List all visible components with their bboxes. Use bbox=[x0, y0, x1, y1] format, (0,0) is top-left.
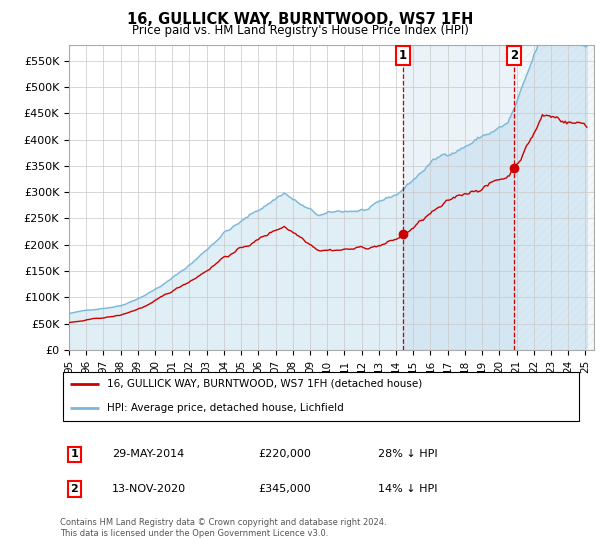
Text: Price paid vs. HM Land Registry's House Price Index (HPI): Price paid vs. HM Land Registry's House … bbox=[131, 24, 469, 37]
Text: 13-NOV-2020: 13-NOV-2020 bbox=[112, 484, 187, 494]
Text: 1: 1 bbox=[70, 450, 78, 459]
Text: 29-MAY-2014: 29-MAY-2014 bbox=[112, 450, 184, 459]
Text: 16, GULLICK WAY, BURNTWOOD, WS7 1FH: 16, GULLICK WAY, BURNTWOOD, WS7 1FH bbox=[127, 12, 473, 27]
Text: 16, GULLICK WAY, BURNTWOOD, WS7 1FH (detached house): 16, GULLICK WAY, BURNTWOOD, WS7 1FH (det… bbox=[107, 379, 422, 389]
Text: Contains HM Land Registry data © Crown copyright and database right 2024.: Contains HM Land Registry data © Crown c… bbox=[60, 518, 386, 527]
Text: £220,000: £220,000 bbox=[259, 450, 311, 459]
Text: 2: 2 bbox=[510, 49, 518, 62]
Text: 28% ↓ HPI: 28% ↓ HPI bbox=[379, 450, 438, 459]
Bar bbox=[514, 45, 594, 350]
Text: £345,000: £345,000 bbox=[259, 484, 311, 494]
Text: 1: 1 bbox=[399, 49, 407, 62]
Text: 2: 2 bbox=[70, 484, 78, 494]
FancyBboxPatch shape bbox=[62, 372, 580, 421]
Text: This data is licensed under the Open Government Licence v3.0.: This data is licensed under the Open Gov… bbox=[60, 529, 328, 538]
Bar bbox=[403, 45, 514, 350]
Text: 14% ↓ HPI: 14% ↓ HPI bbox=[379, 484, 438, 494]
Text: HPI: Average price, detached house, Lichfield: HPI: Average price, detached house, Lich… bbox=[107, 403, 344, 413]
